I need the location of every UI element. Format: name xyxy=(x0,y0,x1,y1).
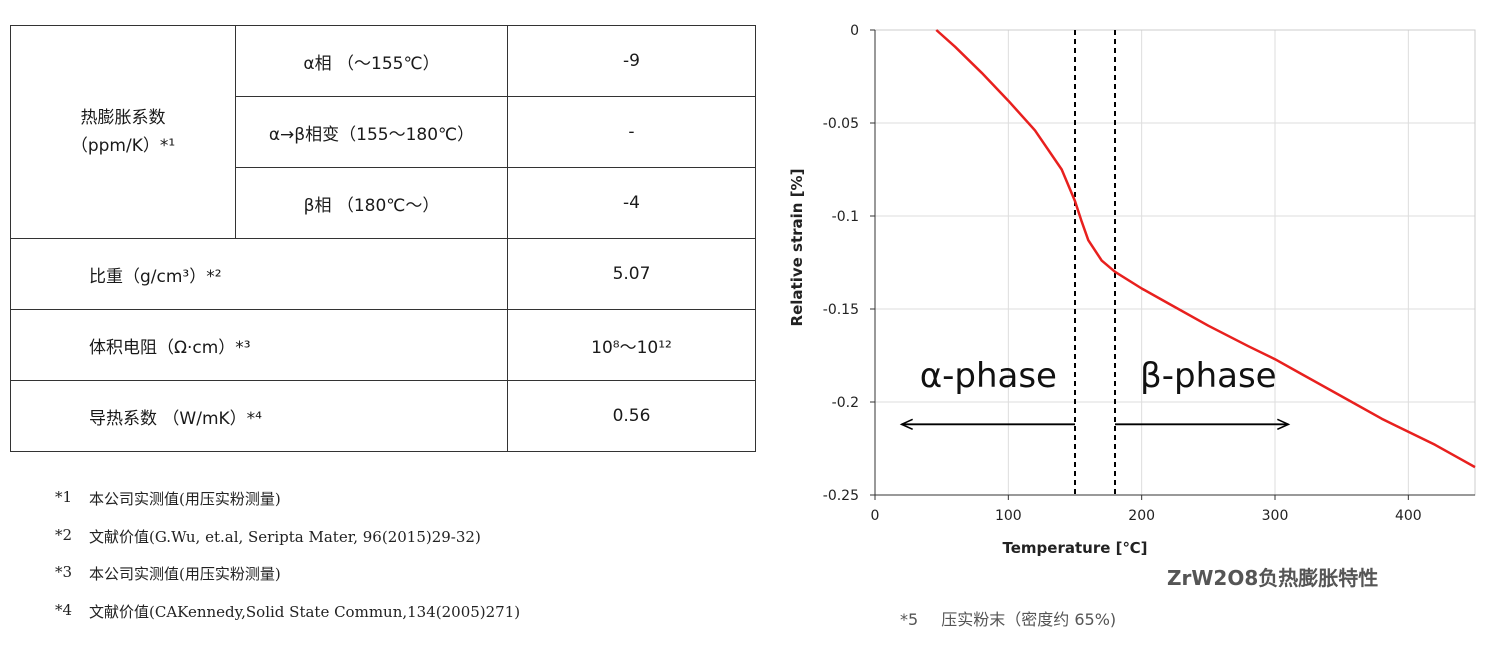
table-row: 体积电阻（Ω·cm）*³ 10⁸～10¹² xyxy=(10,309,756,381)
x-tick-label: 400 xyxy=(1395,508,1422,524)
conductivity-value: 0.56 xyxy=(507,380,756,452)
y-axis-label: Relative strain [%] xyxy=(788,169,806,327)
conductivity-label: 导热系数 （W/mK）*⁴ xyxy=(10,380,508,452)
footnote-text: 文献价值(G.Wu, et.al, Seripta Mater, 96(2015… xyxy=(89,527,481,546)
x-tick-label: 100 xyxy=(995,508,1022,524)
footnotes: *1 本公司实测值(用压实粉测量) *2 文献价值(G.Wu, et.al, S… xyxy=(55,488,520,638)
footnote-5: *5 压实粉末（密度约 65%) xyxy=(900,606,1116,630)
footnote-text: 文献价值(CAKennedy,Solid State Commun,134(20… xyxy=(89,602,521,621)
transition-phase-cell: α→β相变（155～180℃） xyxy=(235,96,508,168)
y-tick-label: -0.1 xyxy=(832,209,859,225)
footnote-3: *3 本公司实测值(用压实粉测量) xyxy=(55,563,520,601)
y-tick-label: -0.25 xyxy=(823,488,859,504)
chart-caption: ZrW2O8负热膨胀特性 xyxy=(1167,566,1379,590)
phase-annotation-label: β-phase xyxy=(1140,356,1277,396)
x-axis-label: Temperature [℃] xyxy=(1003,539,1148,557)
table-row: 导热系数 （W/mK）*⁴ 0.56 xyxy=(10,380,756,452)
density-label: 比重（g/cm³）*² xyxy=(10,238,508,310)
strain-series-line xyxy=(935,29,1476,469)
y-tick-label: 0 xyxy=(850,23,859,39)
plot-frame xyxy=(874,29,1476,496)
thermal-expansion-label-line2: （ppm/K）*¹ xyxy=(70,136,176,156)
y-tick-label: -0.05 xyxy=(823,116,859,132)
properties-table: 热膨胀系数 （ppm/K）*¹ α相 （～155℃） -9 α→β相变（155～… xyxy=(10,25,756,452)
footnote-mark: *3 xyxy=(55,563,73,581)
alpha-phase-cell: α相 （～155℃） xyxy=(235,25,508,97)
alpha-phase-value: -9 xyxy=(507,25,756,97)
beta-phase-cell: β相 （180℃～） xyxy=(235,167,508,239)
y-tick-label: -0.15 xyxy=(823,302,859,318)
thermal-expansion-label-line1: 热膨胀系数 xyxy=(80,108,166,128)
table-row: 比重（g/cm³）*² 5.07 xyxy=(10,238,756,310)
thermal-expansion-label: 热膨胀系数 （ppm/K）*¹ xyxy=(10,25,236,239)
x-tick-label: 0 xyxy=(871,508,880,524)
footnote-1: *1 本公司实测值(用压实粉测量) xyxy=(55,488,520,526)
footnote-text: 本公司实测值(用压实粉测量) xyxy=(89,565,281,583)
footnote-text: 压实粉末（密度约 65%) xyxy=(941,610,1117,629)
table-row: 热膨胀系数 （ppm/K）*¹ α相 （～155℃） -9 xyxy=(10,25,756,239)
y-tick-label: -0.2 xyxy=(832,395,859,411)
x-tick-label: 300 xyxy=(1262,508,1289,524)
strain-chart: 0 100 200 300 400 0 -0.05 -0.1 -0.15 -0.2 -0.25 Tem… xyxy=(788,23,1476,557)
transition-phase-value: - xyxy=(507,96,756,168)
footnote-mark: *5 xyxy=(900,610,919,629)
phase-annotation-label: α-phase xyxy=(920,356,1057,396)
table-row: α→β相变（155～180℃） - xyxy=(11,96,756,168)
resistivity-label: 体积电阻（Ω·cm）*³ xyxy=(10,309,508,381)
beta-phase-value: -4 xyxy=(507,167,756,239)
footnote-mark: *1 xyxy=(55,488,73,506)
resistivity-value: 10⁸～10¹² xyxy=(507,309,756,381)
footnote-4: *4 文献价值(CAKennedy,Solid State Commun,134… xyxy=(55,601,520,639)
density-value: 5.07 xyxy=(507,238,756,310)
footnote-mark: *4 xyxy=(55,600,73,619)
footnote-text: 本公司实测值(用压实粉测量) xyxy=(89,490,281,508)
footnote-mark: *2 xyxy=(55,525,73,544)
x-tick-label: 200 xyxy=(1128,508,1155,524)
footnote-2: *2 文献价值(G.Wu, et.al, Seripta Mater, 96(2… xyxy=(55,526,520,564)
